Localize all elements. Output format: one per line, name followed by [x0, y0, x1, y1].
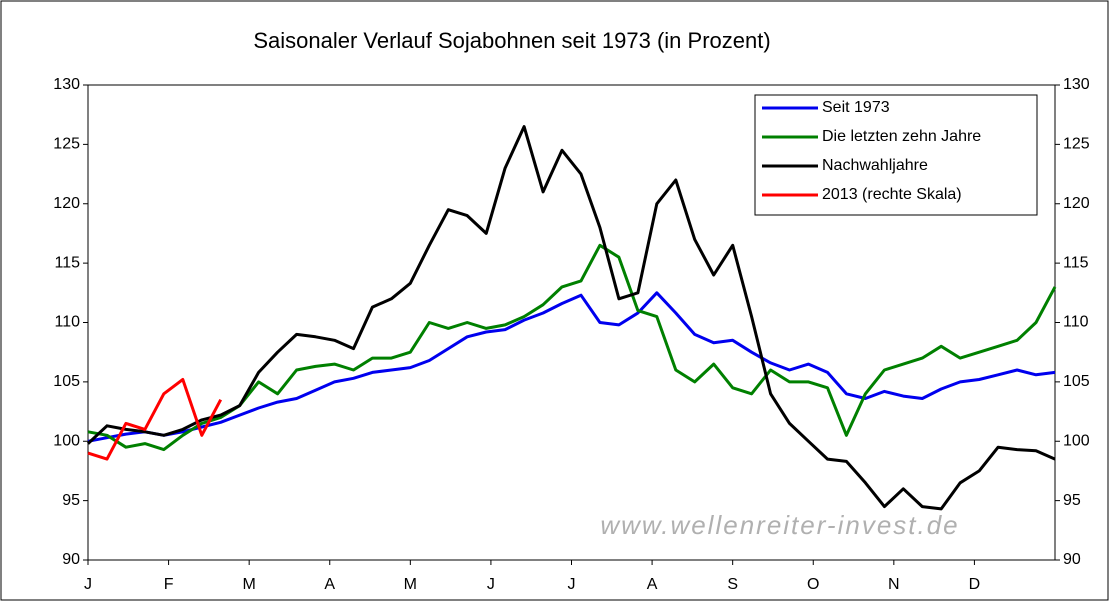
- y2-tick-label: 95: [1063, 492, 1081, 509]
- y-tick-label: 90: [62, 551, 80, 568]
- chart-title: Saisonaler Verlauf Sojabohnen seit 1973 …: [253, 28, 770, 53]
- y2-tick-label: 90: [1063, 551, 1081, 568]
- series-line: [87, 243, 1057, 452]
- y-tick-label: 120: [53, 195, 80, 212]
- x-tick-label: S: [727, 576, 738, 593]
- series-line: [87, 291, 1056, 443]
- x-tick-label: M: [243, 576, 256, 593]
- x-tick-label: D: [969, 576, 981, 593]
- x-tick-label: J: [84, 576, 92, 593]
- legend-label: Seit 1973: [822, 99, 890, 116]
- watermark: www.wellenreiter-invest.de: [600, 510, 959, 540]
- series-line: [86, 125, 1056, 511]
- y2-tick-label: 115: [1063, 254, 1089, 271]
- y-tick-label: 105: [53, 373, 80, 390]
- x-tick-label: N: [888, 576, 900, 593]
- legend-label: Die letzten zehn Jahre: [822, 128, 981, 145]
- y2-tick-label: 130: [1063, 76, 1090, 93]
- x-tick-label: A: [324, 576, 335, 593]
- y-tick-label: 125: [53, 136, 80, 153]
- y2-tick-label: 125: [1063, 136, 1090, 153]
- legend-label: 2013 (rechte Skala): [822, 186, 962, 203]
- y2-tick-label: 105: [1063, 373, 1090, 390]
- y-tick-label: 95: [62, 492, 80, 509]
- legend-label: Nachwahljahre: [822, 157, 928, 174]
- x-tick-label: J: [568, 576, 576, 593]
- x-tick-label: F: [164, 576, 174, 593]
- y-tick-label: 130: [53, 76, 80, 93]
- x-tick-label: M: [404, 576, 417, 593]
- x-tick-label: A: [647, 576, 658, 593]
- series-line: [87, 378, 223, 461]
- y2-tick-label: 100: [1063, 432, 1090, 449]
- y2-tick-label: 110: [1063, 314, 1089, 331]
- y2-tick-label: 120: [1063, 195, 1090, 212]
- y-tick-label: 110: [54, 314, 80, 331]
- x-tick-label: O: [807, 576, 819, 593]
- x-tick-label: J: [487, 576, 495, 593]
- y-tick-label: 100: [53, 432, 80, 449]
- y-tick-label: 115: [54, 254, 80, 271]
